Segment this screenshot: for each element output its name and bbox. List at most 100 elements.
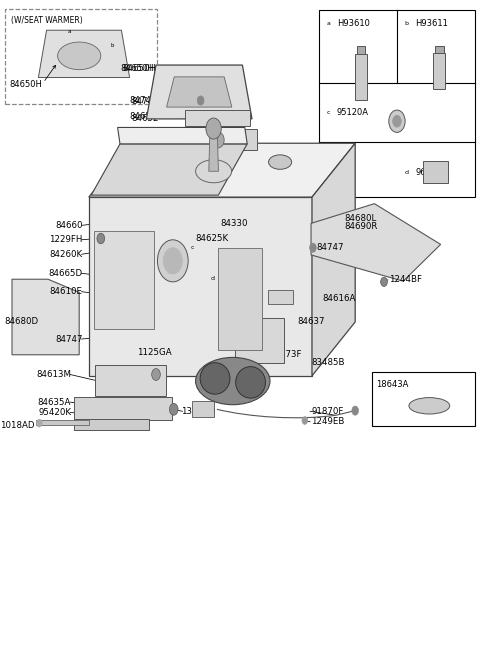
Text: a: a xyxy=(68,29,72,34)
Polygon shape xyxy=(209,135,218,171)
Text: 1338AD: 1338AD xyxy=(181,407,216,416)
Polygon shape xyxy=(311,204,441,281)
Polygon shape xyxy=(235,318,284,363)
Text: 83485B: 83485B xyxy=(311,358,345,367)
Polygon shape xyxy=(91,144,247,195)
Text: 95420K: 95420K xyxy=(38,408,71,417)
Text: 84610E: 84610E xyxy=(49,287,83,296)
Text: 84660: 84660 xyxy=(55,221,83,230)
Text: b: b xyxy=(110,43,114,49)
Polygon shape xyxy=(74,397,172,420)
Circle shape xyxy=(393,116,401,127)
Polygon shape xyxy=(12,279,79,355)
Ellipse shape xyxy=(196,160,232,183)
Text: 84650H: 84650H xyxy=(10,79,42,89)
FancyBboxPatch shape xyxy=(319,10,475,197)
Ellipse shape xyxy=(409,397,450,414)
Text: 18643A: 18643A xyxy=(376,380,408,389)
Circle shape xyxy=(389,110,405,133)
Circle shape xyxy=(310,243,316,252)
Text: 84640E: 84640E xyxy=(125,131,158,141)
Text: 1018AD: 1018AD xyxy=(0,420,35,430)
Text: 84652: 84652 xyxy=(131,114,158,123)
Text: 84680L: 84680L xyxy=(345,214,377,223)
Text: 84616A: 84616A xyxy=(323,294,356,303)
Text: 96120L: 96120L xyxy=(415,168,446,177)
Polygon shape xyxy=(185,129,257,150)
Ellipse shape xyxy=(58,42,101,70)
Polygon shape xyxy=(312,143,355,376)
Circle shape xyxy=(97,233,105,244)
Polygon shape xyxy=(185,110,250,126)
Polygon shape xyxy=(89,143,355,197)
Circle shape xyxy=(197,96,204,105)
Circle shape xyxy=(152,369,160,380)
FancyBboxPatch shape xyxy=(5,9,157,104)
Polygon shape xyxy=(192,401,214,417)
Polygon shape xyxy=(95,365,166,396)
Circle shape xyxy=(302,417,308,424)
Circle shape xyxy=(213,132,224,148)
Text: 84650H: 84650H xyxy=(122,64,156,74)
Text: 84747: 84747 xyxy=(55,334,83,344)
Polygon shape xyxy=(167,77,232,107)
Polygon shape xyxy=(355,54,367,100)
Text: 1491LB: 1491LB xyxy=(115,420,148,430)
Ellipse shape xyxy=(195,357,270,405)
Text: d: d xyxy=(405,170,408,175)
Text: c: c xyxy=(326,110,330,115)
Text: (W/SEAT WARMER): (W/SEAT WARMER) xyxy=(11,16,82,26)
Text: a: a xyxy=(326,22,330,26)
Polygon shape xyxy=(218,248,262,350)
Text: 84640E: 84640E xyxy=(124,131,157,141)
Text: 84690R: 84690R xyxy=(345,221,378,231)
FancyBboxPatch shape xyxy=(423,161,448,183)
Text: b: b xyxy=(405,22,408,26)
Text: 84747: 84747 xyxy=(130,96,157,105)
Circle shape xyxy=(352,406,359,415)
Text: 84613M: 84613M xyxy=(36,370,71,379)
Text: 84625K: 84625K xyxy=(195,234,228,243)
Text: 84665D: 84665D xyxy=(48,269,83,278)
Circle shape xyxy=(169,403,178,415)
Text: 1244BF: 1244BF xyxy=(389,275,422,284)
Text: 95120A: 95120A xyxy=(337,108,369,117)
Polygon shape xyxy=(89,197,312,376)
Circle shape xyxy=(36,419,42,427)
Text: 91870F: 91870F xyxy=(311,407,343,416)
Text: 1229FH: 1229FH xyxy=(49,235,83,244)
Polygon shape xyxy=(268,290,293,304)
Ellipse shape xyxy=(200,363,230,394)
Polygon shape xyxy=(433,53,445,89)
Text: H93611: H93611 xyxy=(415,20,448,28)
Text: 84635A: 84635A xyxy=(37,397,71,407)
Text: 84652: 84652 xyxy=(130,112,157,121)
Text: 84747: 84747 xyxy=(317,243,344,252)
Text: c: c xyxy=(190,245,194,250)
Text: 84637: 84637 xyxy=(298,317,325,327)
Polygon shape xyxy=(118,127,247,144)
Text: H93610: H93610 xyxy=(337,20,370,28)
Polygon shape xyxy=(38,30,130,78)
Circle shape xyxy=(157,240,188,282)
Polygon shape xyxy=(36,420,89,425)
Ellipse shape xyxy=(269,155,291,170)
Ellipse shape xyxy=(236,367,265,398)
Text: 84747: 84747 xyxy=(131,97,158,106)
Text: 1125GA: 1125GA xyxy=(137,348,171,357)
Polygon shape xyxy=(357,46,365,54)
Text: 84673F: 84673F xyxy=(270,350,302,359)
Text: 1249EB: 1249EB xyxy=(311,417,345,426)
Text: 84330: 84330 xyxy=(221,219,248,228)
Text: 84260K: 84260K xyxy=(49,250,83,259)
Polygon shape xyxy=(435,46,444,53)
Polygon shape xyxy=(146,65,252,119)
FancyBboxPatch shape xyxy=(372,372,475,426)
Circle shape xyxy=(163,248,182,274)
Text: 84650H: 84650H xyxy=(120,64,155,74)
Circle shape xyxy=(206,118,221,139)
Text: 84680D: 84680D xyxy=(5,317,39,327)
Circle shape xyxy=(381,277,387,286)
Polygon shape xyxy=(94,231,154,328)
Text: d: d xyxy=(211,276,215,281)
